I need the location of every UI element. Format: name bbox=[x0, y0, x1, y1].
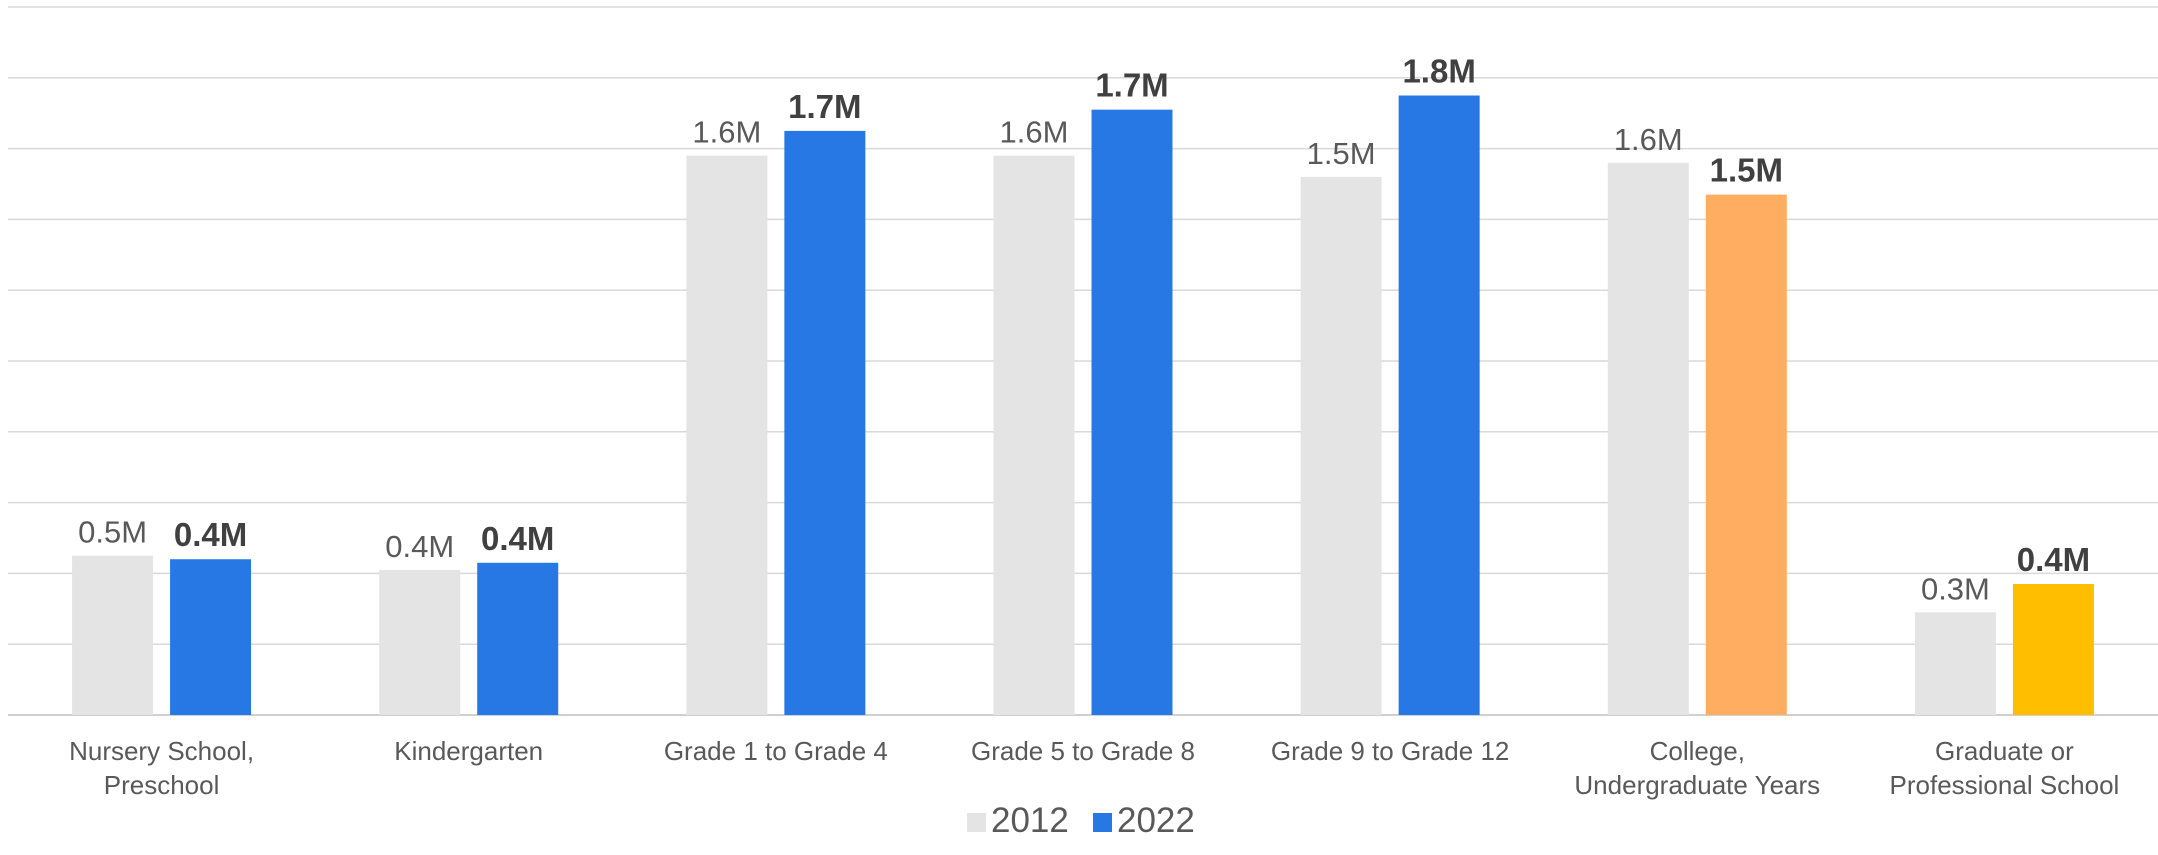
x-tick-label: Kindergarten bbox=[394, 736, 543, 766]
bar-2012-5 bbox=[1300, 176, 1382, 716]
bar-2012-6 bbox=[1607, 162, 1689, 715]
x-tick-label: Graduate or bbox=[1935, 736, 2074, 766]
data-label-2012-6: 1.6M bbox=[1614, 122, 1683, 157]
data-label-2022-5: 1.8M bbox=[1402, 53, 1475, 90]
bar-2022-4 bbox=[1091, 109, 1173, 715]
legend-label-2022: 2022 bbox=[1117, 801, 1195, 840]
x-axis-tick-labels: Nursery School, Preschool Kindergarten Grad… bbox=[69, 736, 2119, 800]
bars bbox=[72, 95, 2094, 716]
gridlines bbox=[8, 6, 2158, 716]
data-label-2022-7: 0.4M bbox=[2017, 541, 2090, 578]
x-tick-label: Grade 9 to Grade 12 bbox=[1271, 736, 1509, 766]
data-label-2012-2: 0.4M bbox=[385, 529, 454, 564]
data-label-2022-6: 1.5M bbox=[1710, 152, 1783, 189]
legend-swatch-2022 bbox=[1093, 813, 1112, 832]
data-label-2022-2: 0.4M bbox=[481, 520, 554, 557]
bar-2012-3 bbox=[686, 155, 768, 715]
x-tick-label: Grade 1 to Grade 4 bbox=[664, 736, 888, 766]
legend-label-2012: 2012 bbox=[991, 801, 1069, 840]
data-label-2012-1: 0.5M bbox=[78, 515, 147, 550]
x-tick-label: Undergraduate Years bbox=[1574, 770, 1820, 800]
data-label-2012-3: 1.6M bbox=[692, 115, 761, 150]
x-tick-label: College, bbox=[1650, 736, 1745, 766]
data-label-2012-5: 1.5M bbox=[1307, 136, 1376, 171]
legend: 2012 2022 bbox=[967, 801, 1195, 840]
bar-2012-4 bbox=[993, 155, 1075, 715]
bar-2022-2 bbox=[477, 562, 559, 715]
bar-2012-1 bbox=[72, 555, 154, 715]
bar-2022-6 bbox=[1705, 194, 1787, 715]
bar-2012-7 bbox=[1914, 612, 1996, 715]
data-label-2022-1: 0.4M bbox=[174, 516, 247, 553]
bar-2022-3 bbox=[784, 130, 866, 715]
data-label-2022-4: 1.7M bbox=[1095, 67, 1168, 104]
data-label-2012-7: 0.3M bbox=[1921, 571, 1990, 606]
bar-2022-1 bbox=[170, 559, 252, 715]
legend-swatch-2012 bbox=[967, 813, 986, 832]
x-tick-label: Nursery School, bbox=[69, 736, 254, 766]
x-tick-label: Preschool bbox=[104, 770, 220, 800]
bar-2012-2 bbox=[379, 569, 461, 715]
data-labels: 0.5M 0.4M 1.6M 1.6M 1.5M 1.6M 0.3M 0.4M 0.4M 1.7M… bbox=[78, 53, 2090, 607]
data-label-2012-4: 1.6M bbox=[1000, 115, 1069, 150]
bar-2022-7 bbox=[2012, 584, 2094, 715]
x-tick-label: Grade 5 to Grade 8 bbox=[971, 736, 1195, 766]
bar-2022-5 bbox=[1398, 95, 1480, 715]
x-tick-label: Professional School bbox=[1890, 770, 2120, 800]
data-label-2022-3: 1.7M bbox=[788, 88, 861, 125]
